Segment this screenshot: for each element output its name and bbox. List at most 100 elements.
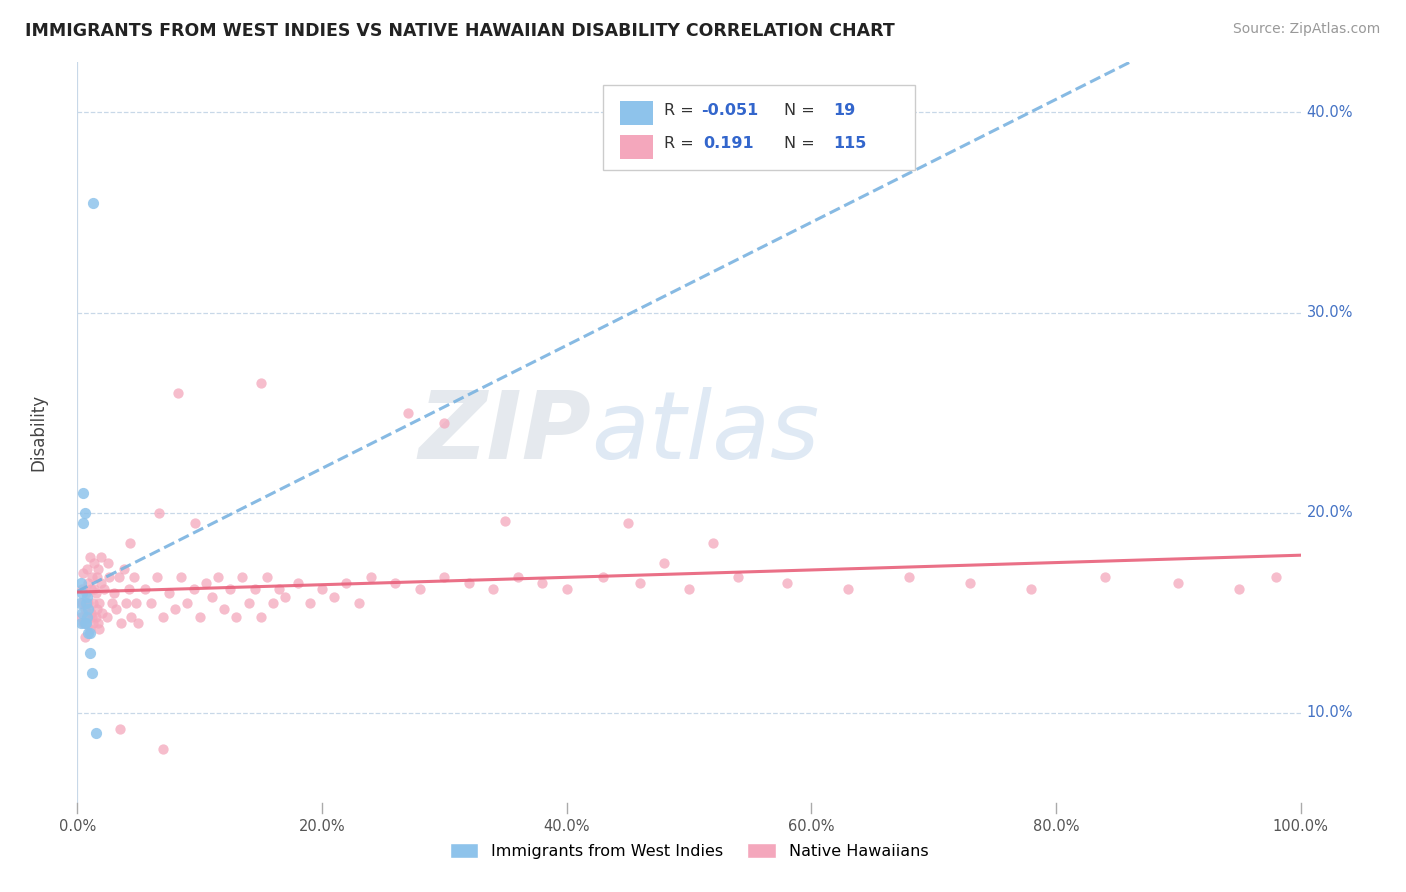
Point [77, 575, 100, 590]
Point [837, 582, 859, 596]
Point [96, 609, 118, 624]
Point [555, 582, 578, 596]
Text: 30.0%: 30.0% [1306, 305, 1353, 320]
Point [219, 582, 242, 596]
Point [184, 516, 207, 530]
Point [139, 596, 162, 610]
Point [75, 596, 97, 610]
Text: Source: ZipAtlas.com: Source: ZipAtlas.com [1233, 22, 1381, 37]
Point [170, 570, 193, 584]
Text: IMMIGRANTS FROM WEST INDIES VS NATIVE HAWAIIAN DISABILITY CORRELATION CHART: IMMIGRANTS FROM WEST INDIES VS NATIVE HA… [25, 22, 896, 40]
Point [433, 416, 456, 430]
Point [152, 741, 174, 756]
Point [506, 570, 529, 584]
Point [70, 585, 93, 599]
Text: -0.051: -0.051 [702, 103, 758, 118]
Point [73, 506, 96, 520]
Point [1021, 582, 1043, 596]
Point [120, 609, 142, 624]
Point [70, 596, 93, 610]
Point [105, 601, 128, 615]
Text: atlas: atlas [591, 387, 820, 478]
Point [90, 549, 112, 564]
Point [70, 609, 93, 624]
Point [110, 615, 132, 630]
Text: 40.0%: 40.0% [1306, 105, 1353, 120]
Point [72, 485, 94, 500]
Point [347, 596, 370, 610]
Point [250, 609, 273, 624]
Point [495, 514, 517, 528]
Point [959, 575, 981, 590]
Point [70, 575, 93, 590]
Point [628, 575, 651, 590]
Point [108, 570, 131, 584]
Point [176, 596, 198, 610]
Point [70, 615, 93, 630]
Point [80, 570, 103, 584]
Point [194, 575, 217, 590]
Point [87, 562, 110, 576]
Point [118, 535, 141, 549]
Point [76, 609, 98, 624]
Point [84, 725, 107, 739]
Point [243, 582, 266, 596]
Point [82, 615, 104, 630]
Point [678, 582, 700, 596]
Point [100, 596, 122, 610]
Point [165, 601, 187, 615]
Point [250, 376, 273, 390]
Text: 20.0%: 20.0% [1306, 505, 1354, 520]
Point [152, 609, 174, 624]
Point [433, 570, 456, 584]
Point [1167, 575, 1189, 590]
Point [482, 582, 505, 596]
Point [73, 615, 96, 630]
Point [79, 625, 101, 640]
Point [134, 582, 156, 596]
Point [77, 601, 100, 615]
Point [409, 582, 432, 596]
Point [702, 535, 724, 549]
Point [86, 570, 108, 584]
Point [323, 590, 346, 604]
Point [75, 615, 97, 630]
Point [335, 575, 357, 590]
Point [256, 570, 278, 584]
Point [201, 590, 224, 604]
Point [93, 582, 115, 596]
Point [80, 665, 103, 680]
Point [89, 596, 111, 610]
Text: ZIP: ZIP [418, 386, 591, 479]
Point [262, 596, 284, 610]
Point [73, 601, 96, 615]
Point [72, 516, 94, 530]
Point [360, 570, 382, 584]
Point [112, 562, 135, 576]
Point [148, 506, 170, 520]
Text: 60.0%: 60.0% [787, 819, 835, 834]
Point [84, 585, 107, 599]
Point [212, 601, 235, 615]
Point [79, 549, 101, 564]
Point [108, 722, 131, 736]
Point [72, 615, 94, 630]
Point [97, 556, 120, 570]
Point [69, 596, 91, 610]
Point [617, 516, 640, 530]
Point [75, 585, 97, 599]
Point [79, 646, 101, 660]
Point [77, 596, 100, 610]
Point [90, 575, 112, 590]
Point [70, 582, 93, 596]
Point [531, 575, 554, 590]
Point [98, 570, 121, 584]
Point [207, 570, 229, 584]
Point [125, 596, 148, 610]
Point [274, 590, 297, 604]
Point [83, 582, 105, 596]
Point [776, 575, 799, 590]
Point [654, 556, 676, 570]
Point [76, 562, 98, 576]
Point [103, 585, 125, 599]
